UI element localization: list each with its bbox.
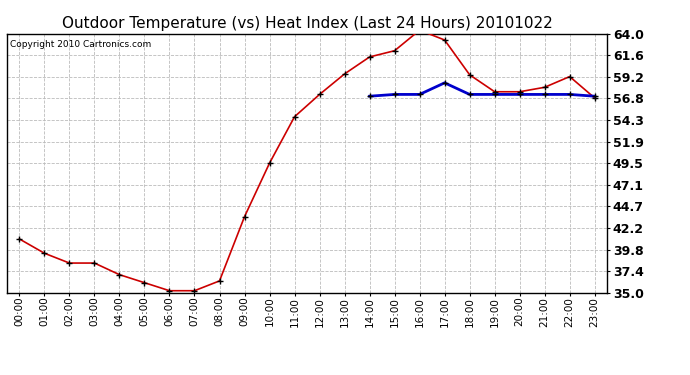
Text: Copyright 2010 Cartronics.com: Copyright 2010 Cartronics.com: [10, 40, 151, 49]
Title: Outdoor Temperature (vs) Heat Index (Last 24 Hours) 20101022: Outdoor Temperature (vs) Heat Index (Las…: [61, 16, 553, 31]
